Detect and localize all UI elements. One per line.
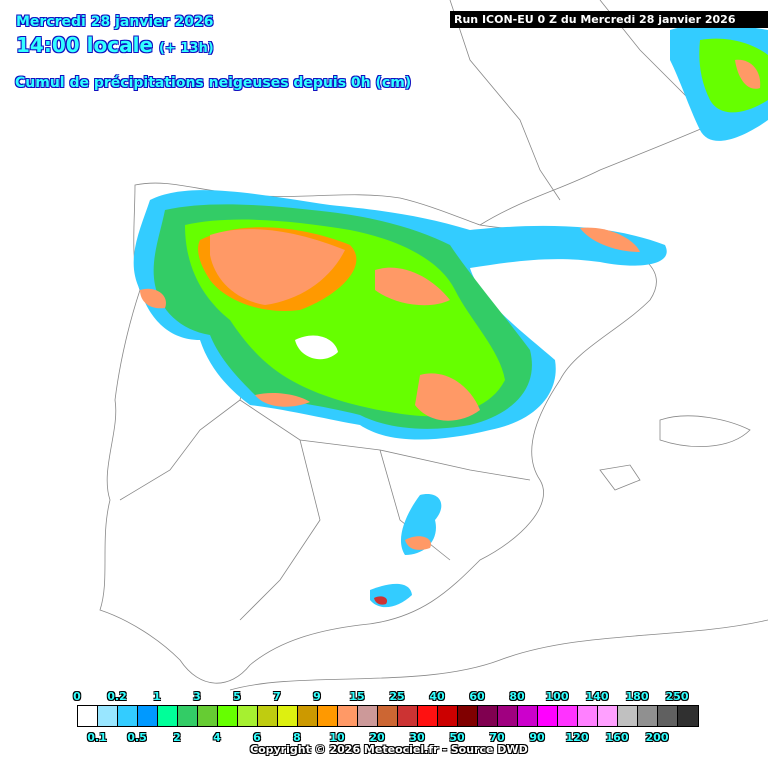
legend-swatch bbox=[298, 706, 318, 726]
legend-swatch bbox=[658, 706, 678, 726]
legend-label-top: 3 bbox=[193, 690, 201, 703]
legend-label-bottom: 0.5 bbox=[127, 731, 147, 744]
legend-label-top: 250 bbox=[665, 690, 689, 703]
legend-swatch bbox=[618, 706, 638, 726]
legend-swatch bbox=[678, 706, 698, 726]
legend-label-top: 25 bbox=[389, 690, 405, 703]
legend-swatch bbox=[338, 706, 358, 726]
legend-swatch bbox=[478, 706, 498, 726]
legend-swatch bbox=[198, 706, 218, 726]
legend-label-top: 180 bbox=[625, 690, 649, 703]
legend-label-top: 15 bbox=[349, 690, 365, 703]
legend-label-top: 0.2 bbox=[107, 690, 127, 703]
legend-label-top: 40 bbox=[429, 690, 445, 703]
legend-label-bottom: 8 bbox=[293, 731, 301, 744]
forecast-date: Mercredi 28 janvier 2026 bbox=[16, 14, 214, 30]
legend-label-top: 80 bbox=[509, 690, 525, 703]
legend-swatch bbox=[378, 706, 398, 726]
legend-swatch bbox=[218, 706, 238, 726]
color-legend bbox=[77, 705, 699, 727]
model-run-label: Run ICON-EU 0 Z du Mercredi 28 janvier 2… bbox=[450, 11, 768, 28]
legend-swatch bbox=[558, 706, 578, 726]
legend-label-top: 9 bbox=[313, 690, 321, 703]
legend-swatch bbox=[438, 706, 458, 726]
legend-swatch bbox=[578, 706, 598, 726]
legend-swatch bbox=[258, 706, 278, 726]
legend-label-top: 100 bbox=[545, 690, 569, 703]
snow-field-southeast bbox=[370, 494, 442, 608]
copyright: Copyright © 2026 Meteociel.fr - Source D… bbox=[250, 743, 528, 756]
legend-label-top: 140 bbox=[585, 690, 609, 703]
legend-swatch bbox=[418, 706, 438, 726]
legend-swatch bbox=[238, 706, 258, 726]
legend-swatch bbox=[398, 706, 418, 726]
legend-label-top: 7 bbox=[273, 690, 281, 703]
legend-swatch bbox=[598, 706, 618, 726]
legend-label-top: 0 bbox=[73, 690, 81, 703]
forecast-time: 14:00 locale (+ 13h) bbox=[16, 33, 214, 57]
legend-label-top: 5 bbox=[233, 690, 241, 703]
legend-label-bottom: 120 bbox=[565, 731, 589, 744]
legend-swatch bbox=[358, 706, 378, 726]
legend-label-bottom: 200 bbox=[645, 731, 669, 744]
legend-swatch bbox=[318, 706, 338, 726]
legend-label-bottom: 0.1 bbox=[87, 731, 107, 744]
legend-swatch bbox=[158, 706, 178, 726]
legend-swatch bbox=[78, 706, 98, 726]
legend-label-bottom: 10 bbox=[329, 731, 345, 744]
legend-swatch bbox=[518, 706, 538, 726]
legend-label-bottom: 2 bbox=[173, 731, 181, 744]
legend-swatch bbox=[178, 706, 198, 726]
snow-field-north bbox=[133, 190, 667, 440]
legend-swatch bbox=[458, 706, 478, 726]
lead-time: (+ 13h) bbox=[159, 41, 214, 56]
legend-swatch bbox=[138, 706, 158, 726]
legend-label-bottom: 50 bbox=[449, 731, 465, 744]
legend-swatch bbox=[498, 706, 518, 726]
legend-label-top: 60 bbox=[469, 690, 485, 703]
legend-swatch bbox=[278, 706, 298, 726]
legend-label-bottom: 70 bbox=[489, 731, 505, 744]
legend-swatch bbox=[98, 706, 118, 726]
snow-field-alps bbox=[670, 24, 768, 141]
legend-swatch bbox=[538, 706, 558, 726]
legend-label-bottom: 90 bbox=[529, 731, 545, 744]
local-time: 14:00 locale bbox=[16, 33, 153, 57]
legend-label-bottom: 160 bbox=[605, 731, 629, 744]
map-subtitle: Cumul de précipitations neigeuses depuis… bbox=[15, 75, 412, 91]
legend-label-bottom: 20 bbox=[369, 731, 385, 744]
legend-label-bottom: 6 bbox=[253, 731, 261, 744]
legend-label-top: 1 bbox=[153, 690, 161, 703]
legend-swatch bbox=[638, 706, 658, 726]
legend-label-bottom: 30 bbox=[409, 731, 425, 744]
legend-swatch bbox=[118, 706, 138, 726]
legend-label-bottom: 4 bbox=[213, 731, 221, 744]
coastlines-borders bbox=[99, 0, 768, 691]
